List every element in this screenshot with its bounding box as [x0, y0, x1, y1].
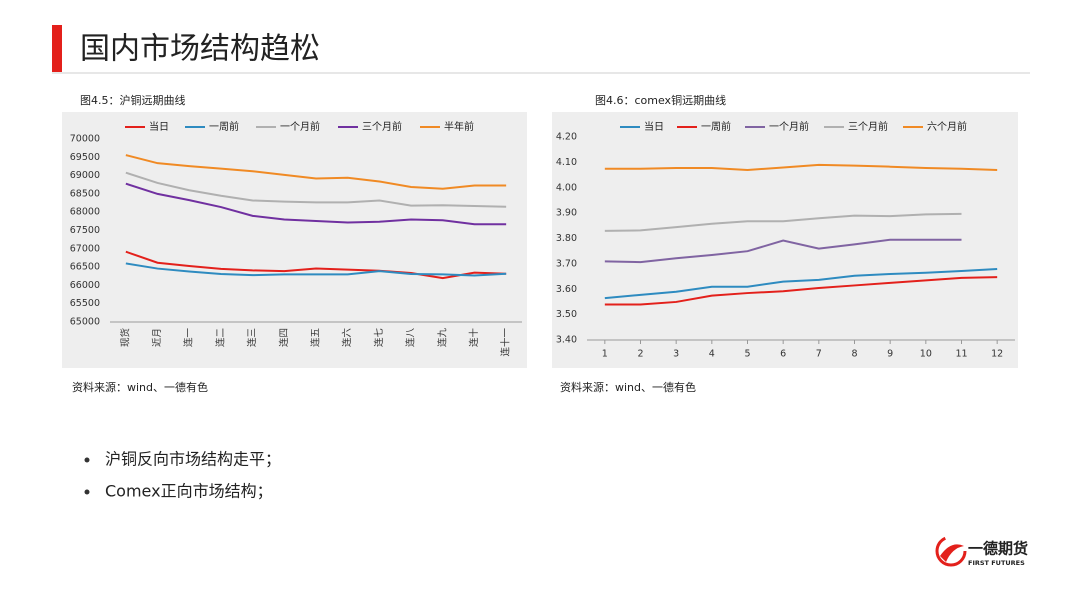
chart-source: 资料来源：wind、一德有色 [560, 380, 696, 394]
y-tick-label: 68000 [70, 207, 100, 218]
y-tick-label: 68500 [70, 188, 100, 199]
chart-source: 资料来源：wind、一德有色 [72, 380, 208, 394]
logo-icon [940, 544, 964, 562]
y-tick-label: 66500 [70, 262, 100, 273]
x-tick-label: 7 [816, 349, 822, 360]
y-tick-label: 3.80 [556, 233, 577, 244]
chart-title: 图4.5：沪铜远期曲线 [80, 93, 186, 107]
y-tick-label: 4.20 [556, 132, 577, 143]
series-line [604, 276, 998, 306]
x-tick-label: 现货 [119, 328, 131, 347]
chart-title: 图4.6：comex铜远期曲线 [595, 93, 726, 107]
x-tick-label: 5 [744, 349, 750, 360]
x-tick-label: 连七 [373, 328, 385, 348]
x-tick-label: 连一 [183, 328, 195, 348]
y-tick-label: 70000 [70, 134, 100, 145]
series-line [125, 182, 507, 226]
series-line [125, 171, 507, 208]
legend-label: 三个月前 [848, 120, 888, 133]
y-tick-label: 65500 [70, 298, 100, 309]
bullet-text: 沪铜反向市场结构走平； [105, 450, 281, 469]
legend-label: 当日 [149, 120, 169, 133]
series-line [604, 212, 962, 232]
legend-label: 一周前 [209, 120, 239, 133]
slide-title: 国内市场结构趋松 [80, 32, 320, 67]
x-tick-label: 10 [920, 349, 932, 360]
y-tick-label: 3.90 [556, 208, 577, 219]
logo-subtitle: FIRST FUTURES [968, 559, 1025, 567]
y-tick-label: 65000 [70, 317, 100, 328]
y-tick-label: 4.10 [556, 157, 577, 168]
legend-label: 三个月前 [362, 120, 402, 133]
legend-label: 一个月前 [280, 120, 320, 133]
x-tick-label: 6 [780, 349, 786, 360]
logo: 一德期货 FIRST FUTURES [935, 535, 1028, 567]
x-tick-label: 1 [602, 349, 608, 360]
x-tick-label: 连八 [405, 328, 417, 348]
bullet-text: Comex正向市场结构； [105, 482, 273, 501]
y-tick-label: 3.40 [556, 335, 577, 346]
logo-name: 一德期货 [968, 540, 1028, 558]
y-tick-label: 69500 [70, 152, 100, 163]
legend-label: 一周前 [701, 120, 731, 133]
x-tick-label: 12 [991, 349, 1003, 360]
x-tick-label: 连二 [214, 328, 226, 347]
charts: 图4.5：沪铜远期曲线资料来源：wind、一德有色现货 近月 连一 连二 连三 连四 连五连… [62, 93, 1018, 394]
y-tick-label: 66000 [70, 280, 100, 291]
x-tick-label: 连六 [341, 328, 353, 348]
x-tick-label: 近月 [151, 328, 163, 347]
x-tick-label: 连三 [246, 328, 258, 347]
series-line [604, 163, 998, 171]
series-line [604, 238, 962, 264]
y-tick-label: 69000 [70, 170, 100, 181]
chart-background [62, 112, 527, 368]
x-tick-label: 3 [673, 349, 679, 360]
x-tick-label: 8 [851, 349, 857, 360]
x-tick-label: 连十一 [500, 328, 512, 357]
logo-icon [935, 535, 967, 567]
legend-label: 一个月前 [769, 120, 809, 133]
x-tick-label: 2 [637, 349, 643, 360]
y-tick-label: 4.00 [556, 182, 577, 193]
y-tick-label: 67500 [70, 225, 100, 236]
x-tick-label: 连四 [278, 328, 290, 347]
series-line [604, 267, 998, 300]
title-accent [52, 25, 62, 72]
x-tick-label: 连九 [436, 328, 448, 348]
bullet-dot [84, 489, 90, 495]
y-tick-label: 3.50 [556, 309, 577, 320]
legend-label: 六个月前 [927, 120, 967, 133]
x-tick-label: 连五 [310, 328, 322, 347]
y-tick-label: 67000 [70, 243, 100, 254]
series-line [125, 262, 507, 277]
x-tick-label: 9 [887, 349, 893, 360]
series-line [125, 250, 507, 280]
bullet-dot [84, 457, 90, 463]
legend-label: 当日 [644, 120, 664, 133]
series-line [125, 154, 507, 190]
legend-label: 半年前 [444, 120, 474, 133]
y-tick-label: 3.70 [556, 258, 577, 269]
x-tick-label: 连十 [468, 328, 480, 348]
x-tick-label: 11 [955, 349, 967, 360]
y-tick-label: 3.60 [556, 284, 577, 295]
x-tick-label: 4 [709, 349, 715, 360]
